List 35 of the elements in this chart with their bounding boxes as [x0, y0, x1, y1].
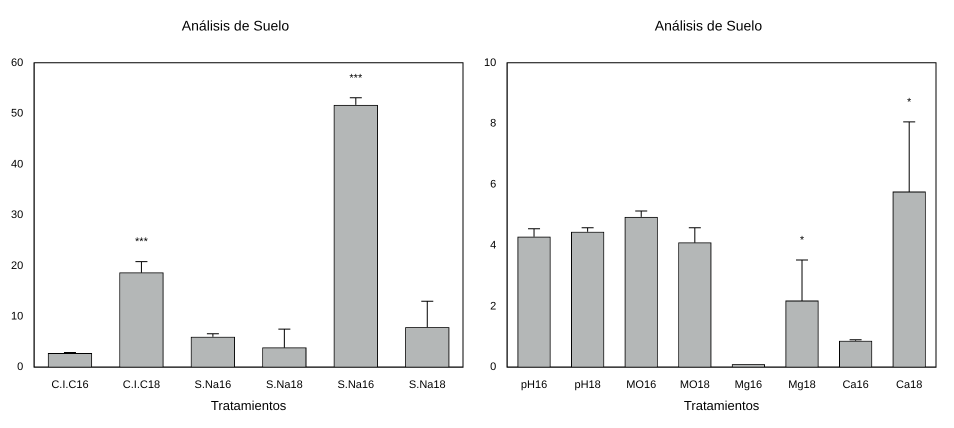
x-tick-label: MO18 — [680, 378, 710, 391]
y-tick-label: 20 — [10, 260, 24, 272]
chart-title: Análisis de Suelo — [654, 17, 762, 34]
x-tick-label: S.Na16 — [194, 378, 232, 391]
y-tick-label: 60 — [10, 56, 24, 69]
y-tick-label: 2 — [490, 300, 496, 312]
annotation: * — [800, 234, 805, 247]
y-tick-label: 30 — [10, 209, 24, 222]
y-tick-label: 40 — [10, 158, 24, 170]
x-tick-label: Ca18 — [896, 378, 922, 391]
x-axis-title: Tratamientos — [684, 398, 760, 413]
y-tick-label: 0 — [17, 361, 24, 374]
y-tick-label: 6 — [490, 178, 496, 191]
y-tick-label: 8 — [490, 118, 496, 130]
x-tick-label: S.Na18 — [266, 378, 303, 391]
y-tick-label: 0 — [490, 361, 496, 374]
y-tick-label: 10 — [484, 56, 496, 69]
x-tick-label: Mg18 — [788, 378, 816, 391]
x-axis-title: Tratamientos — [210, 398, 287, 413]
chart-title: Análisis de Suelo — [182, 17, 290, 34]
x-tick-label: MO16 — [626, 378, 656, 391]
y-tick-label: 4 — [490, 239, 496, 252]
x-tick-label: pH18 — [574, 378, 601, 391]
x-tick-label: Mg16 — [734, 378, 762, 391]
annotation: *** — [349, 72, 363, 84]
x-tick-label: S.Na16 — [337, 378, 374, 391]
y-tick-label: 10 — [10, 310, 24, 322]
annotation: *** — [135, 236, 149, 248]
x-tick-label: C.I.C16 — [51, 378, 89, 391]
x-tick-label: S.Na18 — [408, 378, 446, 391]
x-tick-label: C.I.C18 — [122, 378, 160, 391]
x-tick-label: Ca16 — [842, 378, 869, 391]
annotation: * — [907, 96, 912, 108]
y-tick-label: 50 — [10, 108, 24, 120]
x-tick-label: pH16 — [520, 378, 548, 391]
